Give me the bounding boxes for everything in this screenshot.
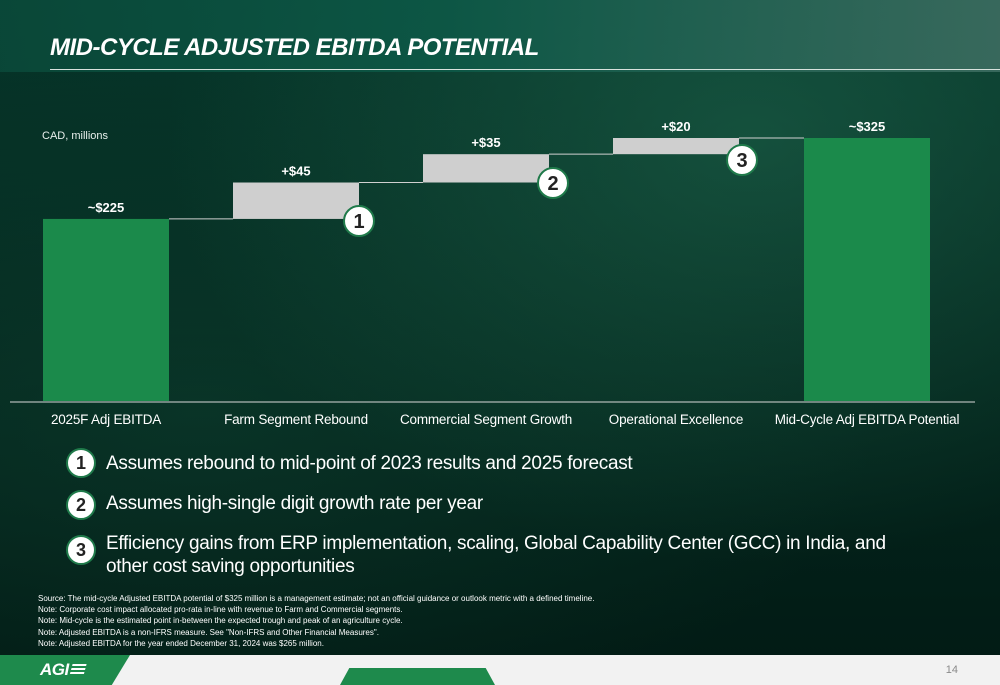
footer-accent-center (340, 668, 495, 685)
page-number: 14 (945, 664, 958, 676)
data-label-4: ~$325 (849, 119, 886, 134)
note-number-badge: 3 (66, 535, 96, 565)
footnotes: Source: The mid-cycle Adjusted EBITDA po… (38, 593, 594, 649)
footnote-mid-cycle: Note: Mid-cycle is the estimated point i… (38, 616, 403, 626)
footer-accent-left (0, 655, 130, 685)
page-title: MID-CYCLE ADJUSTED EBITDA POTENTIAL (50, 34, 539, 61)
category-label-0: 2025F Adj EBITDA (50, 412, 162, 427)
note-text: Assumes high-single digit growth rate pe… (106, 493, 483, 514)
logo-text: AGI (40, 660, 69, 679)
note-item-1: 1 Assumes rebound to mid-point of 2023 r… (66, 448, 906, 478)
note-number-badge: 1 (66, 448, 96, 478)
footnote-non-ifrs: Note: Adjusted EBITDA is a non-IFRS meas… (38, 627, 379, 637)
note-text: Assumes rebound to mid-point of 2023 res… (106, 453, 633, 474)
note-item-2: 2 Assumes high-single digit growth rate … (66, 490, 906, 520)
footnote-corporate-cost: Note: Corporate cost impact allocated pr… (38, 605, 403, 615)
note-text: Efficiency gains from ERP implementation… (106, 533, 886, 577)
category-label-1: Farm Segment Rebound (224, 412, 368, 427)
waterfall-bar-0 (43, 218, 169, 401)
marker-circle-2 (537, 167, 569, 199)
waterfall-chart: ~$225 +$45 +$35 +$20 ~$325 1 2 3 (10, 119, 975, 403)
unit-label: CAD, millions (42, 130, 109, 142)
note-item-3: 3 Efficiency gains from ERP implementati… (66, 533, 906, 578)
footnote-source: Source: The mid-cycle Adjusted EBITDA po… (38, 594, 595, 603)
marker-number-2: 2 (547, 173, 558, 195)
logo-stripes-icon (69, 664, 87, 676)
waterfall-bar-2 (423, 154, 549, 183)
waterfall-bar-4 (804, 138, 930, 401)
footnote-2024-ebitda: Note: Adjusted EBITDA for the year ended… (38, 638, 324, 648)
marker-number-1: 1 (353, 211, 364, 233)
note-number-badge: 2 (66, 490, 96, 520)
waterfall-bar-3 (613, 138, 739, 155)
marker-circle-3 (726, 144, 758, 176)
data-label-0: ~$225 (88, 200, 125, 215)
title-divider (50, 69, 1000, 70)
agi-logo: AGI (40, 660, 87, 680)
footer-bar (0, 655, 1000, 685)
waterfall-bar-1 (233, 182, 359, 219)
data-label-1: +$45 (281, 164, 310, 179)
header-band (0, 0, 1000, 72)
data-label-2: +$35 (471, 135, 500, 150)
data-label-3: +$20 (661, 119, 690, 134)
category-label-2: Commercial Segment Growth (399, 412, 573, 427)
category-label-3: Operational Excellence (608, 412, 744, 427)
category-label-4: Mid-Cycle Adj EBITDA Potential (774, 412, 960, 427)
marker-number-3: 3 (736, 150, 747, 172)
marker-circle-1 (343, 205, 375, 237)
